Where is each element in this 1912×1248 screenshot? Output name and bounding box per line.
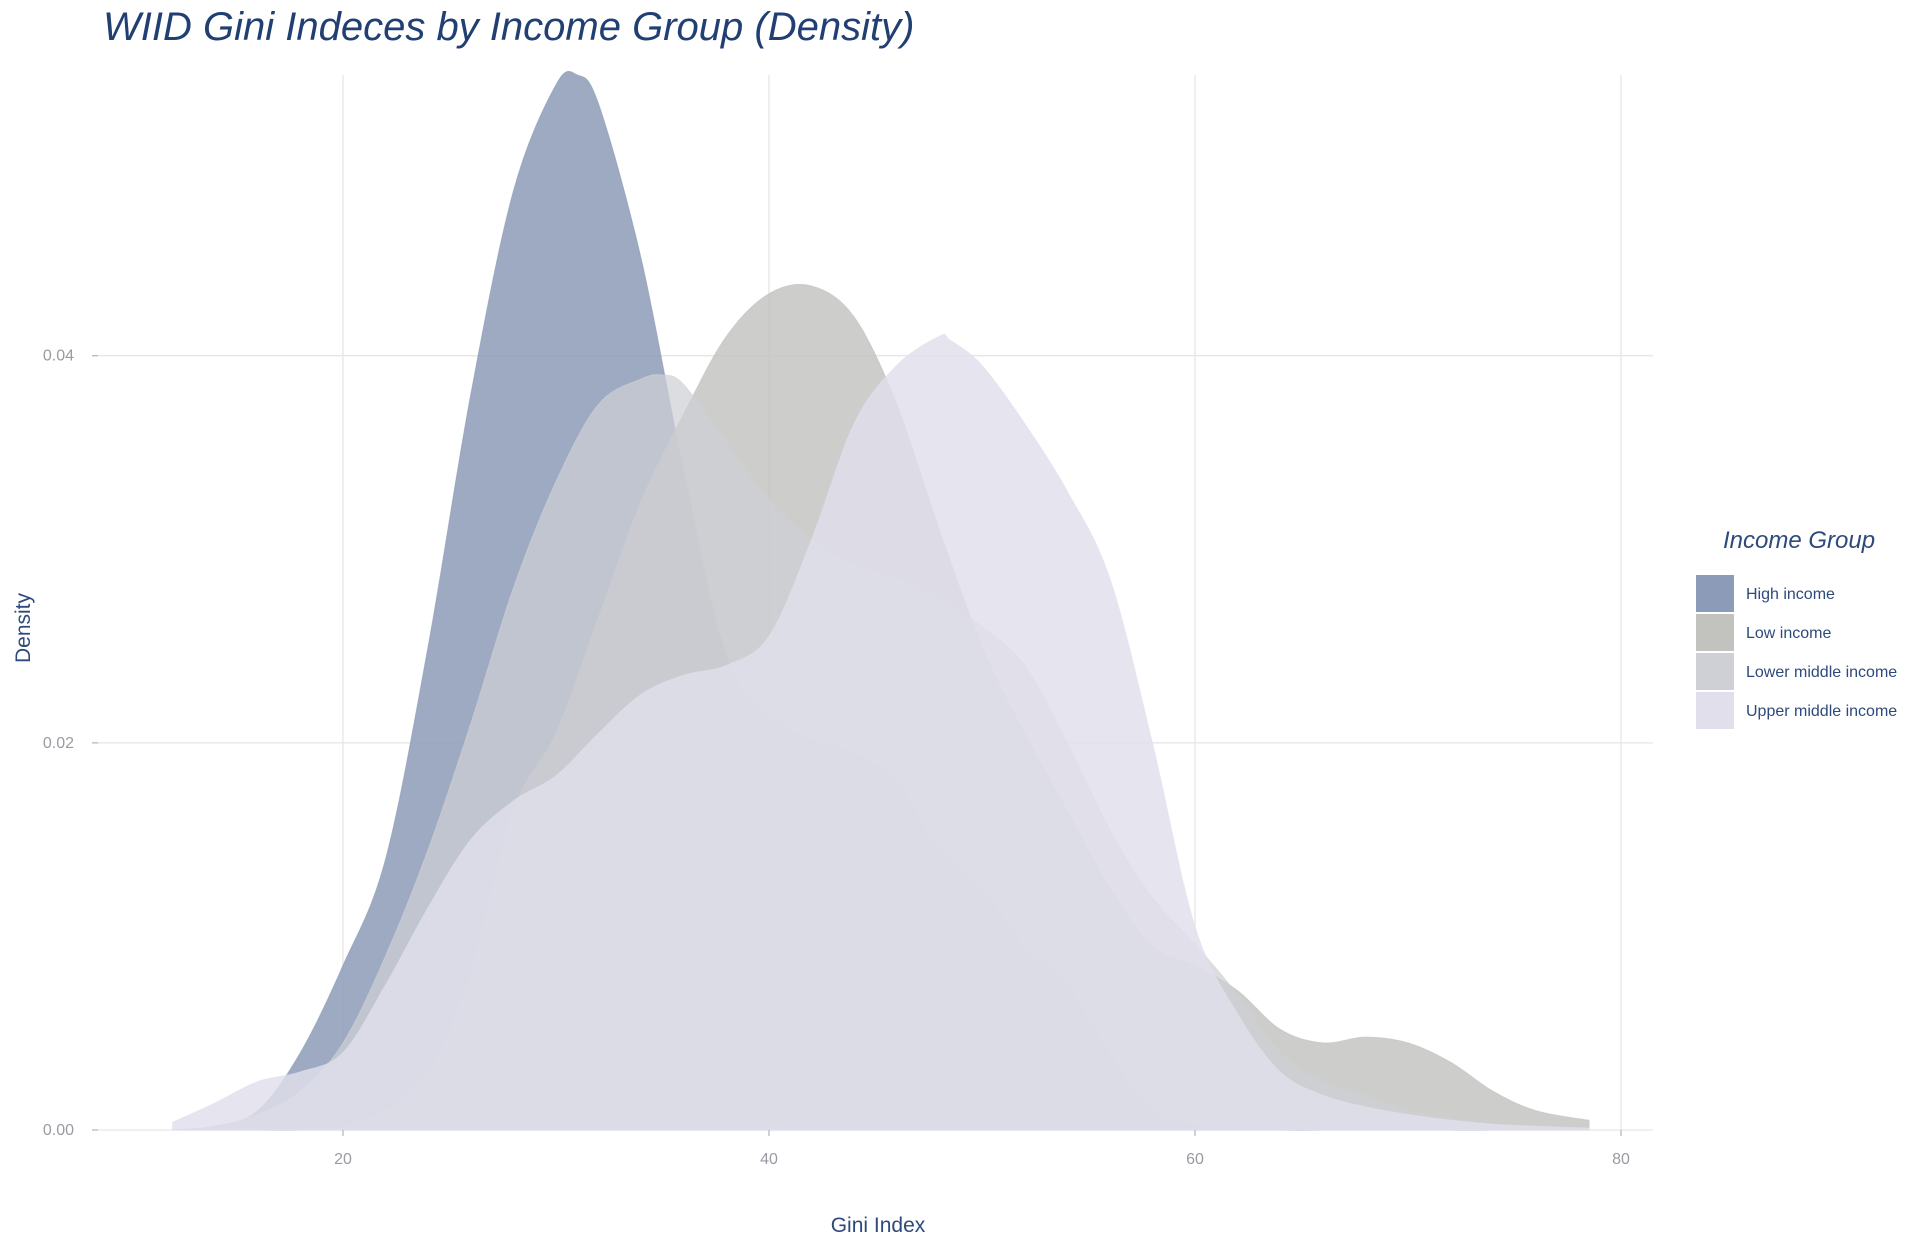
legend-label-low-income: Low income bbox=[1746, 625, 1831, 642]
x-axis-label: Gini Index bbox=[831, 1214, 926, 1237]
legend-title: Income Group bbox=[1723, 527, 1875, 554]
legend-swatch-upper-middle-income bbox=[1696, 692, 1734, 729]
legend: Income Group High income Low income Lower … bbox=[1696, 527, 1897, 729]
y-tick-label-2: 0.04 bbox=[43, 348, 74, 365]
legend-swatch-high-income bbox=[1696, 575, 1734, 612]
x-tick-label-3: 80 bbox=[1612, 1151, 1630, 1168]
chart-title: WIID Gini Indeces by Income Group (Densi… bbox=[103, 5, 914, 49]
x-axis: 20 40 60 80 bbox=[334, 1130, 1630, 1168]
y-tick-label-0: 0.00 bbox=[43, 1122, 74, 1139]
x-tick-label-2: 60 bbox=[1186, 1151, 1204, 1168]
legend-label-high-income: High income bbox=[1746, 586, 1835, 603]
y-axis-label: Density bbox=[12, 592, 35, 663]
y-axis: 0.00 0.02 0.04 bbox=[43, 348, 98, 1139]
legend-label-lower-middle-income: Lower middle income bbox=[1746, 664, 1897, 681]
x-tick-label-0: 20 bbox=[334, 1151, 352, 1168]
y-tick-label-1: 0.02 bbox=[43, 735, 74, 752]
density-area-upper-middle-income bbox=[172, 333, 1590, 1131]
x-tick-label-1: 40 bbox=[760, 1151, 778, 1168]
density-areas bbox=[172, 70, 1590, 1131]
legend-swatch-low-income bbox=[1696, 614, 1734, 651]
legend-swatch-lower-middle-income bbox=[1696, 653, 1734, 690]
legend-items: High income Low income Lower middle income… bbox=[1696, 575, 1897, 729]
legend-label-upper-middle-income: Upper middle income bbox=[1746, 703, 1897, 720]
